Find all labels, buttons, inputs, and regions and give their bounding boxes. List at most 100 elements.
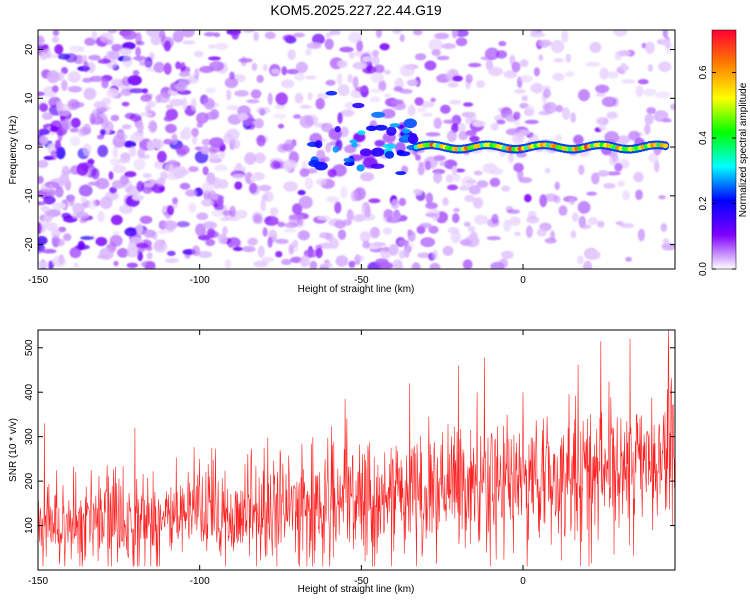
heatmap-cell bbox=[208, 44, 216, 49]
heatmap-cell bbox=[476, 180, 489, 188]
heatmap-cell bbox=[57, 53, 71, 60]
heatmap-cell bbox=[78, 184, 93, 197]
heatmap-cell bbox=[372, 49, 379, 57]
heatmap-cell bbox=[371, 242, 387, 247]
ridge-blob bbox=[352, 102, 365, 109]
heatmap-cell bbox=[337, 112, 343, 124]
heatmap-cell bbox=[312, 33, 325, 45]
heatmap-cell bbox=[599, 67, 609, 80]
y-tick-label: -20 bbox=[24, 237, 35, 252]
heatmap-cell bbox=[430, 97, 437, 103]
heatmap-cell bbox=[578, 164, 585, 176]
heatmap-cell bbox=[178, 71, 191, 77]
heatmap-cell bbox=[419, 222, 432, 229]
heatmap-cell bbox=[250, 175, 257, 182]
heatmap-cell bbox=[205, 238, 216, 247]
heatmap-cell bbox=[637, 79, 649, 85]
heatmap-cell bbox=[348, 51, 355, 59]
heatmap-cell bbox=[506, 209, 521, 214]
heatmap-cell bbox=[391, 199, 400, 210]
heatmap-cell bbox=[384, 93, 391, 98]
heatmap-cell bbox=[127, 243, 137, 254]
heatmap-cell bbox=[554, 181, 560, 190]
heatmap-cell bbox=[424, 160, 431, 171]
heatmap-cell bbox=[76, 163, 89, 176]
heatmap-cell bbox=[606, 171, 621, 176]
heatmap-cell bbox=[294, 92, 304, 104]
heatmap-cell bbox=[121, 124, 132, 130]
heatmap-cell bbox=[39, 52, 48, 60]
heatmap-cell bbox=[511, 132, 525, 144]
heatmap-cell bbox=[337, 84, 350, 97]
heatmap-cell bbox=[146, 30, 160, 37]
heatmap-cell bbox=[518, 177, 533, 184]
heatmap-cell bbox=[429, 262, 441, 269]
heatmap-cell bbox=[181, 126, 192, 140]
y-tick-label: 10 bbox=[24, 92, 35, 104]
heatmap-cell bbox=[458, 122, 466, 134]
heatmap-cell bbox=[670, 103, 675, 110]
heatmap-cell bbox=[84, 37, 96, 46]
heatmap-cell bbox=[329, 30, 341, 36]
heatmap-cell bbox=[122, 30, 137, 40]
ridge-blob bbox=[332, 146, 339, 153]
heatmap-cell bbox=[403, 246, 410, 259]
heatmap-cell bbox=[108, 171, 114, 180]
heatmap-cell bbox=[577, 255, 584, 265]
heatmap-cell bbox=[117, 158, 130, 164]
heatmap-cell bbox=[538, 54, 544, 61]
heatmap-cell bbox=[159, 186, 165, 192]
heatmap-cell bbox=[39, 135, 49, 145]
heatmap-cell bbox=[209, 60, 225, 72]
heatmap-cell bbox=[269, 207, 279, 216]
heatmap-cell bbox=[442, 119, 457, 124]
heatmap-cell bbox=[219, 150, 226, 159]
heatmap-cell bbox=[201, 198, 214, 207]
heatmap-cell bbox=[226, 128, 240, 140]
heatmap-cell bbox=[525, 225, 533, 238]
heatmap-cell bbox=[222, 226, 228, 236]
heatmap-cell bbox=[54, 139, 62, 151]
heatmap-cell bbox=[417, 107, 427, 113]
heatmap-cell bbox=[99, 128, 106, 136]
heatmap-cell bbox=[433, 117, 442, 129]
heatmap-cell bbox=[247, 237, 258, 246]
heatmap-cell bbox=[208, 56, 221, 61]
ridge-blob bbox=[308, 159, 321, 168]
heatmap-cell bbox=[555, 104, 564, 113]
heatmap-cell bbox=[172, 197, 178, 205]
heatmap-cell bbox=[163, 115, 174, 122]
heatmap-cell bbox=[550, 40, 565, 53]
heatmap-cell bbox=[317, 215, 332, 221]
y-tick-label: 0 bbox=[24, 144, 35, 150]
heatmap-cell bbox=[97, 144, 109, 158]
heatmap-cell bbox=[420, 237, 436, 248]
heatmap-cell bbox=[545, 167, 551, 174]
heatmap-cell bbox=[413, 30, 423, 36]
heatmap-cell bbox=[193, 50, 204, 58]
heatmap-cell bbox=[175, 144, 190, 155]
heatmap-cell bbox=[355, 86, 369, 93]
heatmap-cell bbox=[141, 88, 149, 94]
heatmap-cell bbox=[564, 71, 575, 77]
heatmap-cell bbox=[281, 66, 288, 76]
ridge-line bbox=[307, 90, 670, 176]
heatmap-cell bbox=[179, 182, 191, 190]
heatmap-cell bbox=[407, 242, 415, 250]
heatmap-cell bbox=[454, 168, 466, 173]
heatmap-cell bbox=[201, 138, 212, 146]
ridge-blob bbox=[314, 140, 323, 149]
heatmap-cell bbox=[119, 204, 133, 214]
heatmap-cell bbox=[112, 164, 127, 174]
heatmap-cell bbox=[39, 103, 49, 112]
heatmap-cell bbox=[251, 62, 258, 71]
heatmap-cell bbox=[352, 61, 367, 70]
x-tick-label: -150 bbox=[28, 576, 48, 587]
heatmap-cell bbox=[112, 146, 118, 159]
heatmap-cell bbox=[455, 37, 468, 47]
heatmap-cell bbox=[224, 77, 239, 89]
heatmap-cell bbox=[70, 135, 81, 147]
heatmap-cell bbox=[315, 178, 327, 186]
heatmap-cell bbox=[172, 165, 187, 179]
heatmap-cell bbox=[51, 85, 59, 93]
